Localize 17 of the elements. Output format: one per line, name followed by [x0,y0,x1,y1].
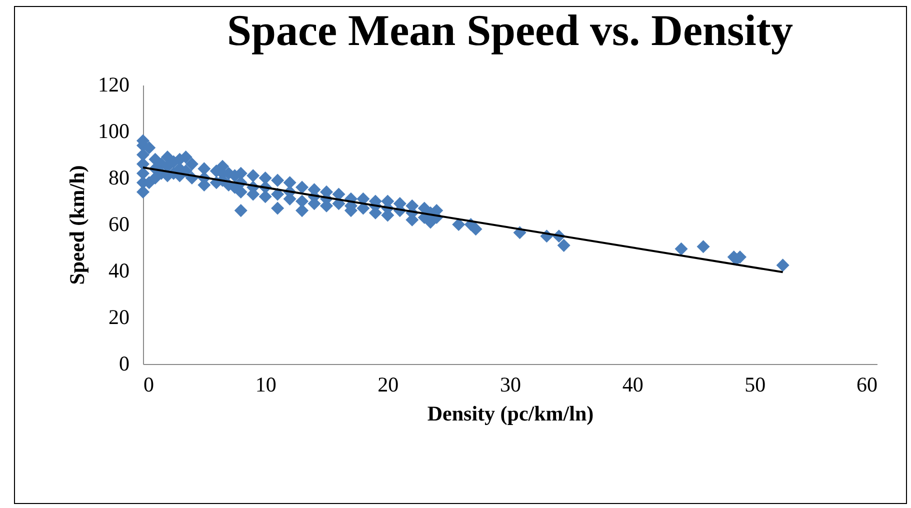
x-tick-label: 50 [744,372,766,396]
y-tick-label: 20 [108,305,130,329]
y-tick-label: 120 [98,72,130,96]
y-tick-label: 40 [108,258,130,282]
y-axis-title: Speed (km/h) [65,165,89,285]
y-tick-label: 100 [98,119,130,143]
x-axis-title: Density (pc/km/ln) [427,402,594,426]
x-tick-label: 60 [856,372,878,396]
x-tick-label: 0 [144,372,154,396]
y-tick-label: 60 [108,212,130,236]
x-tick-label: 30 [500,372,521,396]
y-tick-label: 0 [119,352,130,376]
x-tick-label: 40 [622,372,644,396]
x-tick-label: 20 [378,372,399,396]
x-tick-label: 10 [255,372,276,396]
chart-title: Space Mean Speed vs. Density [227,6,793,55]
y-tick-label: 80 [108,166,130,190]
